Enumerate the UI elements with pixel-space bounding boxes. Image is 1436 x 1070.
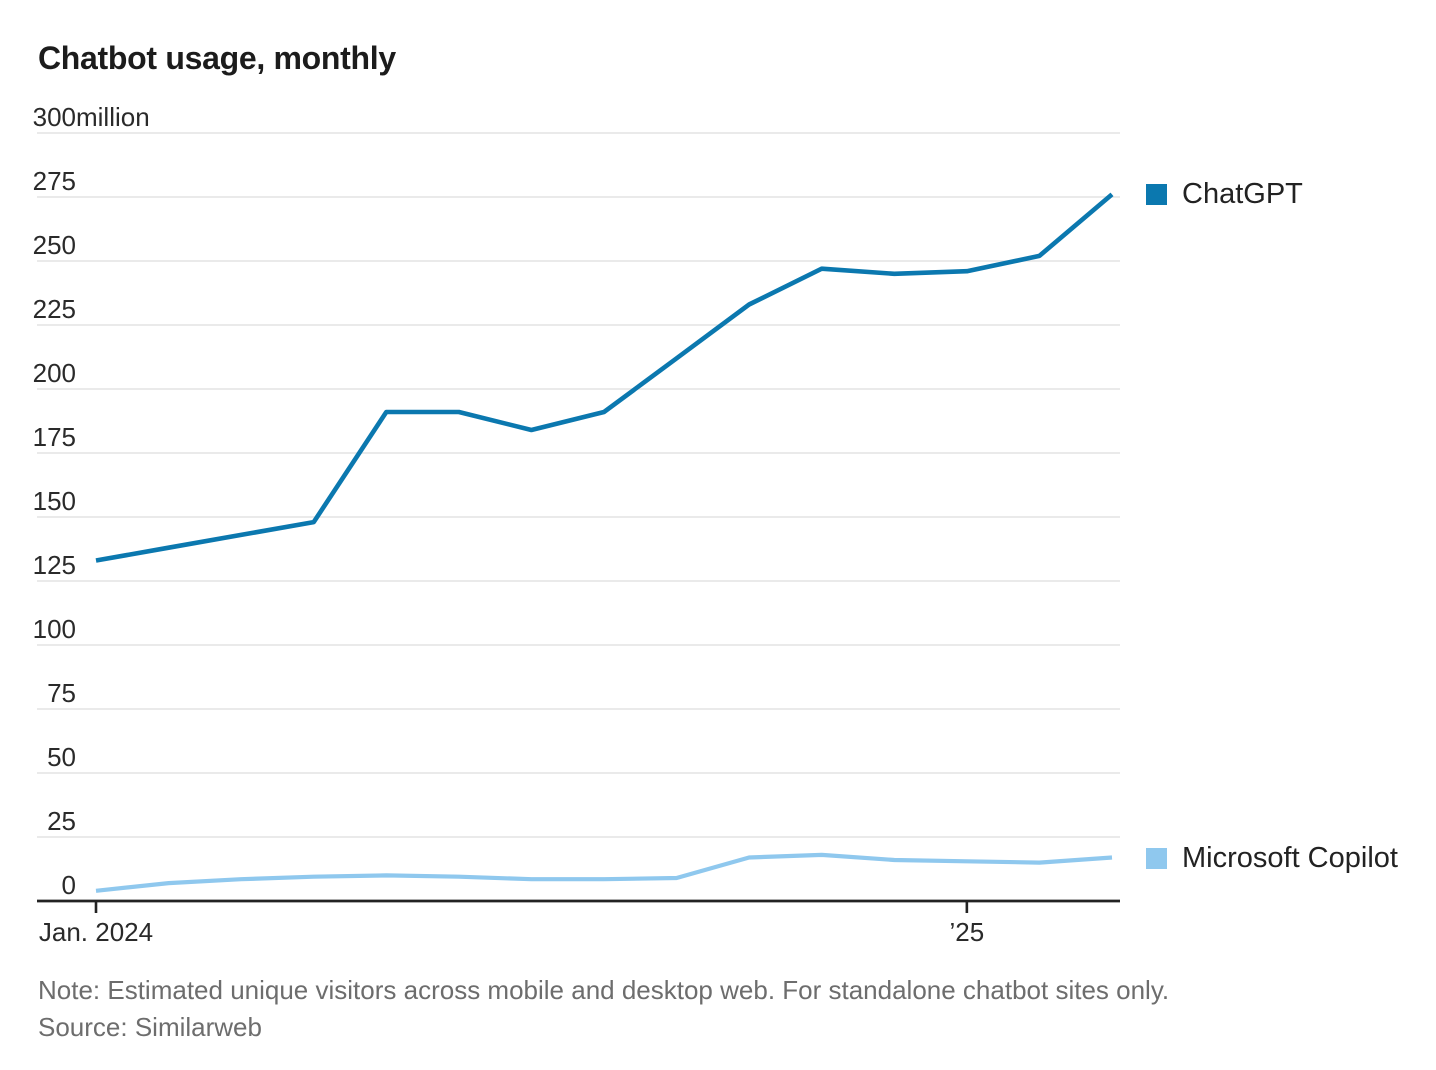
y-axis-label-150: 150	[33, 486, 76, 516]
chart-title: Chatbot usage, monthly	[38, 40, 396, 76]
x-axis-label-12: ’25	[950, 917, 985, 947]
y-axis-label-125: 125	[33, 550, 76, 580]
y-axis-label-75: 75	[47, 678, 76, 708]
y-axis-label-275: 275	[33, 166, 76, 196]
microsoft-copilot-line	[95, 852, 1113, 893]
legend-item-microsoft-copilot: Microsoft Copilot	[1146, 840, 1398, 876]
x-axis-label-0: Jan. 2024	[39, 917, 153, 947]
copilot-legend-swatch-icon	[1146, 847, 1167, 869]
y-axis-label-300: 300	[33, 102, 76, 132]
chatgpt-legend-label: ChatGPT	[1182, 177, 1303, 210]
chart-footer: Note: Estimated unique visitors across m…	[38, 972, 1169, 1046]
copilot-legend-label: Microsoft Copilot	[1182, 841, 1398, 874]
note-text: Note: Estimated unique visitors across m…	[38, 975, 1170, 1005]
y-axis-label-200: 200	[33, 358, 76, 388]
chatgpt-line	[95, 192, 1114, 563]
y-axis-unit-label: million	[76, 102, 150, 132]
y-axis-label-0: 0	[62, 870, 76, 900]
chatgpt-legend-swatch-icon	[1146, 183, 1167, 205]
y-axis-label-25: 25	[47, 806, 76, 836]
y-axis-label-100: 100	[33, 614, 76, 644]
y-axis-label-175: 175	[33, 422, 76, 452]
y-axis-label-225: 225	[33, 294, 76, 324]
y-axis-label-50: 50	[47, 742, 76, 772]
y-axis-label-250: 250	[33, 230, 76, 260]
source-text: Source: Similarweb	[38, 1012, 262, 1042]
legend-item-chatgpt: ChatGPT	[1146, 176, 1303, 212]
